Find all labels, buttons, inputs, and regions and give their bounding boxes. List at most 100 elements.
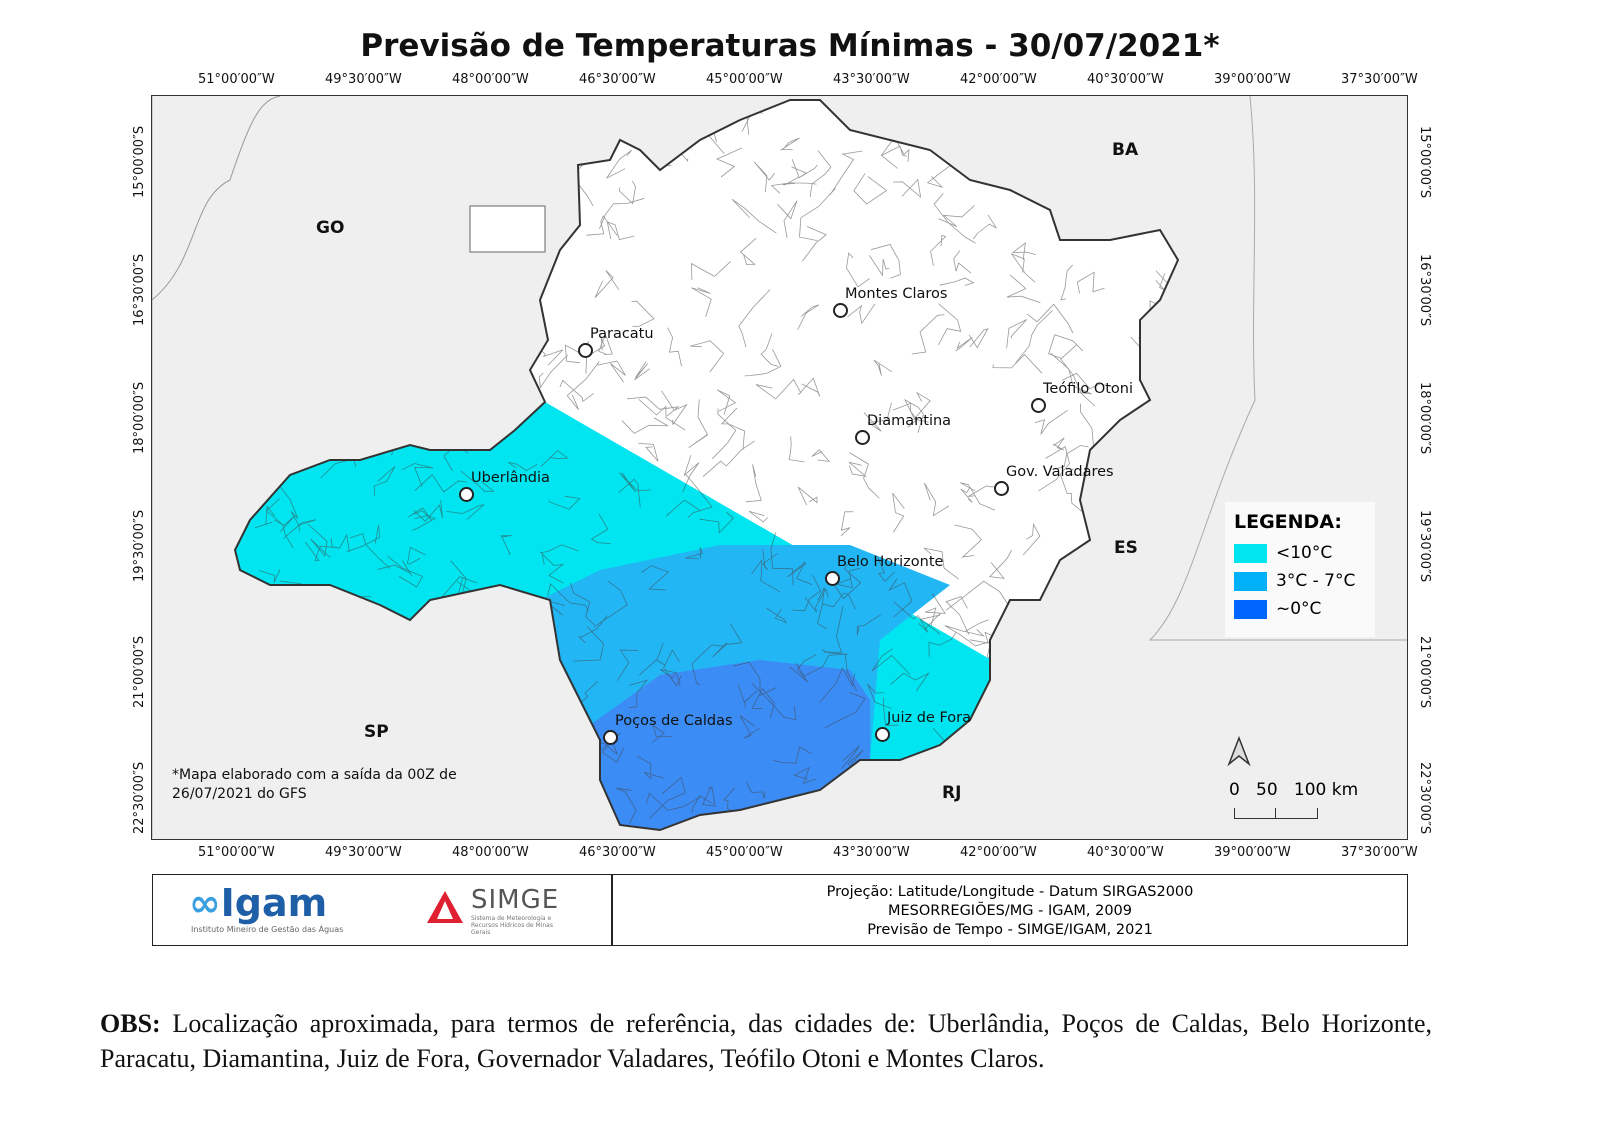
municipal-boundary [930,234,947,266]
municipal-boundary [411,240,431,282]
municipal-boundary [432,106,470,125]
state-label-sp: SP [364,722,389,742]
municipal-boundary [573,626,605,662]
municipal-boundary [264,593,280,644]
municipal-boundary [627,396,680,417]
municipal-boundary [777,200,798,239]
longitude-tick: 48°00′00″W [452,845,529,860]
municipal-boundary [998,142,1035,162]
municipal-boundary [1179,608,1209,634]
municipal-boundary [304,541,337,561]
municipal-boundary [907,788,944,830]
municipal-boundary [345,633,372,661]
municipal-boundary [488,762,538,781]
municipal-boundary [968,327,989,349]
city-label-montes-claros: Montes Claros [845,286,948,302]
municipal-boundary [797,377,821,397]
city-label-teofilo-otoni: Teófilo Otoni [1043,381,1134,397]
municipal-boundary [307,523,331,558]
credits: Projeção: Latitude/Longitude - Datum SIR… [613,875,1407,945]
municipal-boundary [1050,353,1092,395]
municipal-boundary [926,797,952,830]
municipal-boundary [420,671,451,711]
municipal-boundary [340,430,365,459]
municipal-boundary [356,157,378,206]
municipal-boundary [570,582,595,626]
legend-label: ~0°C [1276,599,1322,619]
municipal-boundary [540,450,569,467]
municipal-boundary [413,287,429,304]
municipal-boundary [412,613,429,640]
municipal-boundary [773,746,812,764]
municipal-boundary [363,227,375,252]
municipal-boundary [1099,182,1124,215]
municipal-boundary [928,631,957,657]
municipal-boundary [275,137,310,155]
municipal-boundary [280,515,296,548]
municipal-boundary [870,243,901,279]
municipal-boundary [323,276,342,304]
municipal-boundary [802,226,827,262]
municipal-boundary [266,458,296,470]
municipal-boundary [650,130,680,161]
municipal-boundary [598,333,613,355]
municipal-boundary [404,107,422,135]
municipal-boundary [405,129,450,148]
municipal-boundary [931,824,956,830]
municipal-boundary [236,219,253,240]
municipal-boundary [503,162,516,180]
municipal-boundary [1038,445,1070,492]
municipal-boundary [892,492,905,533]
municipal-boundary [240,632,253,661]
municipal-boundary [856,614,881,636]
municipal-boundary [360,419,373,450]
simge-logo [425,889,465,929]
municipal-boundary [751,687,775,718]
municipal-boundary [1054,606,1086,664]
municipal-boundary [539,551,565,584]
municipal-boundary [751,558,781,593]
municipal-boundary [500,535,512,555]
municipal-boundary [590,513,611,545]
legend-item: 3°C - 7°C [1234,571,1375,591]
municipal-boundary [477,793,492,830]
municipal-boundary [286,601,303,648]
municipal-boundary [348,209,396,223]
municipal-boundary [391,733,420,751]
municipal-boundary [846,252,870,288]
municipal-boundary [1184,492,1219,509]
state-label-es: ES [1114,538,1138,558]
city-label-paracatu: Paracatu [590,326,654,342]
municipal-boundary [1147,503,1170,510]
municipal-boundary [606,149,632,179]
municipal-boundary [457,296,482,324]
municipal-boundary [744,349,782,377]
municipal-boundary [1152,173,1174,213]
municipal-boundary [449,738,478,757]
municipal-boundary [819,666,856,703]
municipal-boundary [712,834,734,839]
df-outline [469,205,546,253]
municipal-boundary [876,555,895,582]
municipal-boundary [311,321,332,345]
scale-bar: 0 50 100 km [1229,780,1358,819]
municipal-boundary [506,396,522,417]
municipal-boundary [1034,410,1068,435]
municipal-boundary [960,487,973,503]
municipal-boundary [753,161,775,192]
municipal-boundary [235,720,260,745]
municipal-boundary [1157,671,1178,688]
municipal-boundary [346,524,381,552]
longitude-tick: 46°30′00″W [579,72,656,87]
state-label-ba: BA [1112,140,1139,160]
longitude-tick: 39°00′00″W [1214,72,1291,87]
municipal-boundary [1171,642,1178,657]
legend-title: LEGENDA: [1234,511,1342,533]
municipal-boundary [1117,761,1144,788]
municipal-boundary [831,559,862,600]
legend-item: <10°C [1234,543,1375,563]
municipal-boundary [1182,397,1214,425]
municipal-boundary [445,639,464,661]
municipal-boundary [455,154,476,181]
municipal-boundary [1020,646,1042,665]
